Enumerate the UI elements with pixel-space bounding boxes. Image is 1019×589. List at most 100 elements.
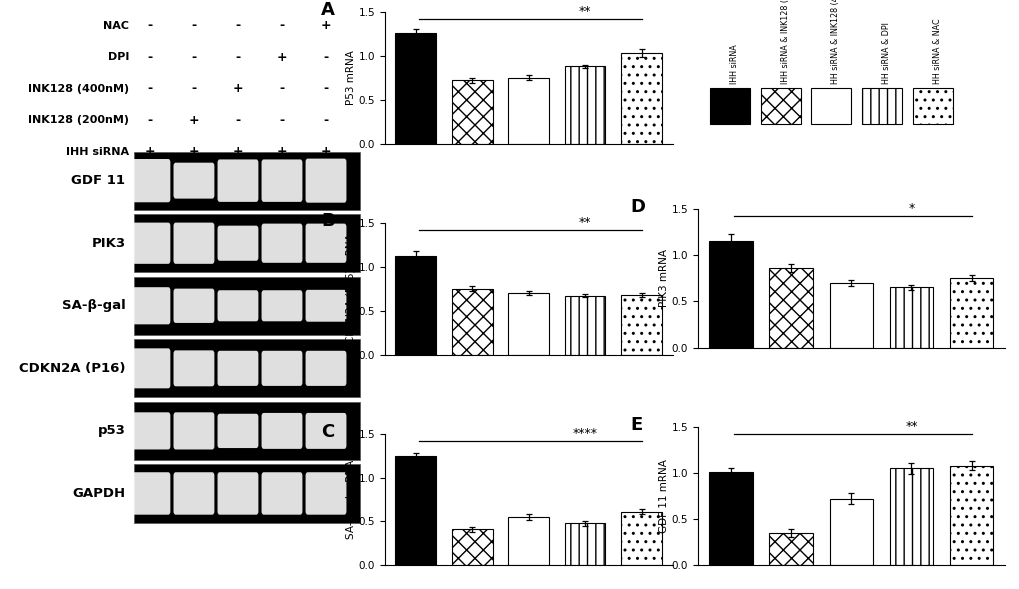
Text: -: -	[235, 19, 240, 32]
Y-axis label: SA-β-gal mRNA: SA-β-gal mRNA	[345, 460, 356, 539]
Bar	[708, 472, 752, 565]
Text: IHH siRNA: IHH siRNA	[66, 147, 128, 157]
Text: +: +	[145, 145, 155, 158]
Text: DPI: DPI	[107, 52, 128, 62]
Text: -: -	[192, 51, 197, 64]
Bar	[507, 78, 548, 144]
Bar	[889, 468, 932, 565]
Text: +: +	[232, 82, 244, 95]
FancyBboxPatch shape	[129, 159, 170, 202]
FancyBboxPatch shape	[306, 158, 346, 203]
Bar	[565, 523, 605, 565]
Text: -: -	[147, 114, 153, 127]
Bar	[565, 67, 605, 144]
FancyBboxPatch shape	[135, 277, 359, 335]
FancyBboxPatch shape	[173, 350, 214, 386]
FancyBboxPatch shape	[173, 472, 214, 515]
Bar	[828, 283, 872, 348]
Text: HH siRNA & NAC: HH siRNA & NAC	[931, 18, 941, 84]
Bar	[507, 293, 548, 355]
Bar	[828, 499, 872, 565]
Text: **: **	[579, 5, 591, 18]
Bar	[621, 294, 661, 355]
FancyBboxPatch shape	[135, 464, 359, 522]
Bar	[395, 256, 436, 355]
FancyBboxPatch shape	[306, 413, 346, 449]
Bar	[768, 533, 812, 565]
FancyBboxPatch shape	[306, 290, 346, 322]
Text: -: -	[192, 82, 197, 95]
Text: NAC: NAC	[103, 21, 128, 31]
Text: -: -	[323, 114, 328, 127]
Text: -: -	[279, 114, 284, 127]
Text: +: +	[189, 114, 199, 127]
Bar	[451, 80, 492, 144]
Text: -: -	[147, 19, 153, 32]
Text: ****: ****	[572, 427, 597, 440]
FancyBboxPatch shape	[129, 223, 170, 264]
Text: IHH siRNA & INK128 (200nM): IHH siRNA & INK128 (200nM)	[780, 0, 789, 84]
Text: -: -	[192, 19, 197, 32]
Bar	[621, 512, 661, 565]
Bar	[565, 296, 605, 355]
FancyBboxPatch shape	[861, 88, 901, 124]
Text: +: +	[320, 19, 331, 32]
Text: HH siRNA & INK128 (400nM): HH siRNA & INK128 (400nM)	[830, 0, 840, 84]
FancyBboxPatch shape	[129, 348, 170, 388]
Bar	[949, 278, 993, 348]
Bar	[395, 456, 436, 565]
Text: -: -	[147, 82, 153, 95]
FancyBboxPatch shape	[709, 88, 749, 124]
Text: +: +	[189, 145, 199, 158]
Text: -: -	[323, 51, 328, 64]
Text: *: *	[908, 202, 914, 216]
FancyBboxPatch shape	[217, 226, 258, 261]
FancyBboxPatch shape	[173, 223, 214, 264]
Bar	[451, 289, 492, 355]
Bar	[708, 241, 752, 348]
Text: **: **	[579, 216, 591, 229]
Text: E: E	[630, 416, 642, 434]
FancyBboxPatch shape	[306, 224, 346, 263]
FancyBboxPatch shape	[135, 402, 359, 460]
FancyBboxPatch shape	[810, 88, 851, 124]
FancyBboxPatch shape	[129, 287, 170, 325]
Y-axis label: CDKN2A (P16) mRNA: CDKN2A (P16) mRNA	[345, 234, 356, 343]
Y-axis label: PIK3 mRNA: PIK3 mRNA	[658, 249, 668, 307]
Text: B: B	[321, 212, 334, 230]
FancyBboxPatch shape	[261, 413, 302, 449]
Bar	[507, 517, 548, 565]
Text: INK128 (400nM): INK128 (400nM)	[28, 84, 128, 94]
Text: GDF 11: GDF 11	[71, 174, 125, 187]
Text: C: C	[321, 423, 334, 441]
Y-axis label: GDF 11 mRNA: GDF 11 mRNA	[658, 459, 668, 533]
Bar	[949, 465, 993, 565]
FancyBboxPatch shape	[261, 351, 302, 386]
Text: -: -	[279, 19, 284, 32]
FancyBboxPatch shape	[217, 413, 258, 448]
FancyBboxPatch shape	[217, 290, 258, 322]
FancyBboxPatch shape	[173, 163, 214, 198]
Text: IHH siRNA: IHH siRNA	[730, 44, 739, 84]
Text: +: +	[276, 145, 287, 158]
FancyBboxPatch shape	[217, 160, 258, 202]
Text: SA-β-gal: SA-β-gal	[62, 299, 125, 312]
Text: p53: p53	[98, 425, 125, 438]
Text: +: +	[276, 51, 287, 64]
Text: GAPDH: GAPDH	[72, 487, 125, 500]
FancyBboxPatch shape	[135, 214, 359, 272]
FancyBboxPatch shape	[173, 289, 214, 323]
FancyBboxPatch shape	[261, 290, 302, 322]
Text: PIK3: PIK3	[92, 237, 125, 250]
Text: +: +	[320, 145, 331, 158]
Text: -: -	[235, 51, 240, 64]
Bar	[395, 33, 436, 144]
Text: -: -	[147, 51, 153, 64]
Bar	[621, 53, 661, 144]
Text: +: +	[232, 145, 244, 158]
FancyBboxPatch shape	[261, 160, 302, 202]
FancyBboxPatch shape	[135, 151, 359, 210]
FancyBboxPatch shape	[760, 88, 800, 124]
Text: **: **	[904, 420, 917, 433]
FancyBboxPatch shape	[217, 351, 258, 386]
